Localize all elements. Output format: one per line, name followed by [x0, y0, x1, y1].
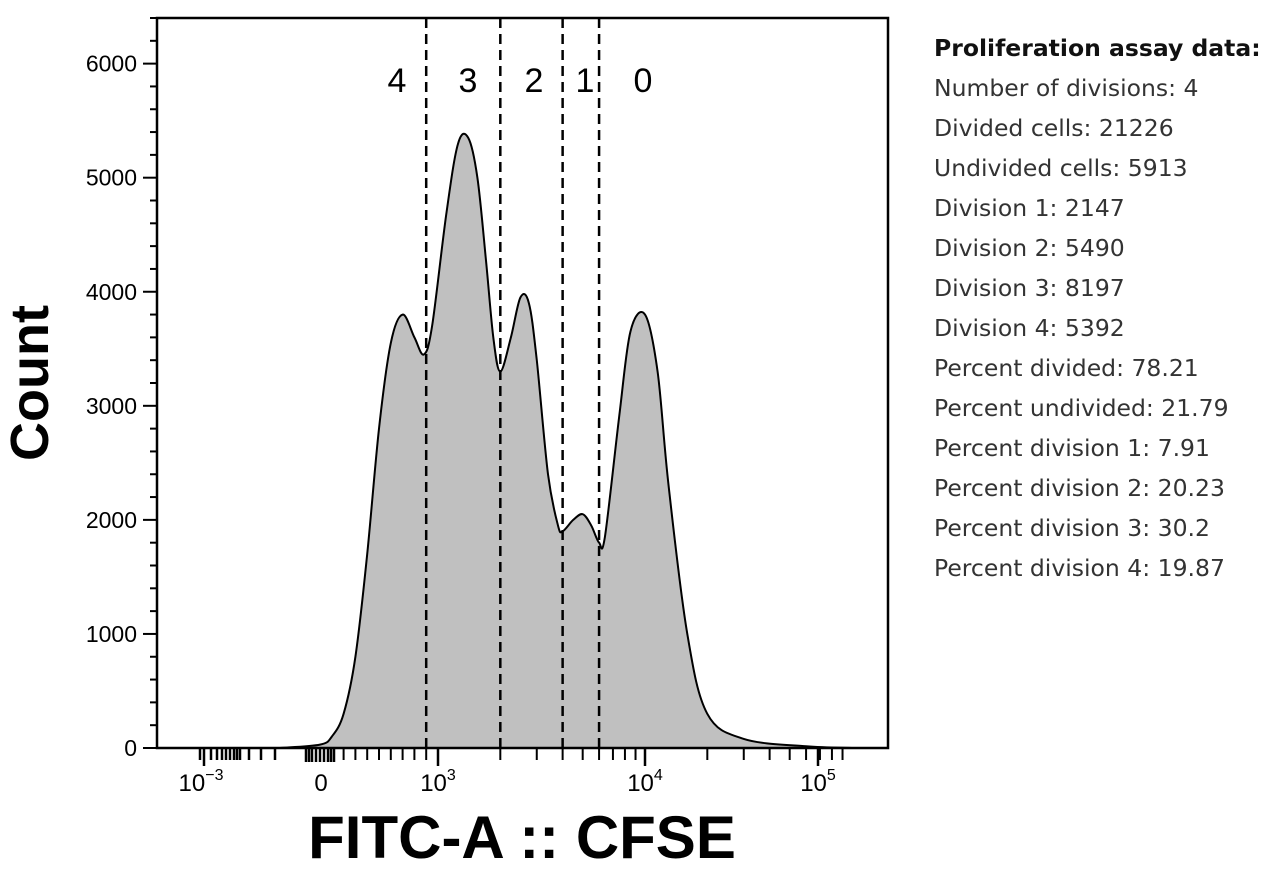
- y-tick-label: 5000: [86, 165, 137, 191]
- gate-label: 4: [388, 62, 407, 100]
- y-tick-label: 6000: [86, 51, 137, 77]
- histogram-area-layer: [279, 132, 853, 749]
- stats-list: Number of divisions: 4 Divided cells: 212…: [934, 68, 1264, 588]
- gate-label: 0: [634, 62, 653, 100]
- y-tick-label: 2000: [86, 507, 137, 533]
- gate-label: 1: [576, 62, 595, 100]
- x-tick-label: 10−3: [179, 767, 224, 797]
- stats-line: Percent division 1: 7.91: [934, 434, 1210, 462]
- gate-label: 2: [525, 62, 544, 100]
- x-tick-label: 104: [627, 767, 663, 797]
- histogram-outline: [279, 132, 853, 749]
- stats-line: Undivided cells: 5913: [934, 154, 1188, 182]
- y-tick-label: 0: [124, 735, 137, 761]
- stats-line: Division 2: 5490: [934, 234, 1125, 262]
- stats-line: Division 1: 2147: [934, 194, 1125, 222]
- y-tick-label: 4000: [86, 279, 137, 305]
- y-tick-label: 3000: [86, 393, 137, 419]
- stats-line: Percent divided: 78.21: [934, 354, 1199, 382]
- x-tick-label: 0: [314, 770, 327, 797]
- stats-line: Division 3: 8197: [934, 274, 1125, 302]
- stats-line: Division 4: 5392: [934, 314, 1125, 342]
- histogram-fill: [280, 133, 852, 748]
- gate-line-layer: [424, 18, 601, 748]
- x-axis: 10−3 0 103 104 105: [179, 748, 844, 797]
- proliferation-stats-panel: Proliferation assay data: Number of divi…: [934, 28, 1264, 588]
- y-axis: 0 1000 2000 3000 4000 5000 6000: [86, 17, 157, 761]
- stats-line: Percent division 3: 30.2: [934, 514, 1210, 542]
- stats-line: Divided cells: 21226: [934, 114, 1174, 142]
- stats-line: Number of divisions: 4: [934, 74, 1199, 102]
- stats-line: Percent division 2: 20.23: [934, 474, 1225, 502]
- stats-line: Percent division 4: 19.87: [934, 554, 1225, 582]
- y-axis-title: Count: [0, 305, 60, 461]
- gate-label: 3: [459, 62, 478, 100]
- x-tick-label: 103: [420, 767, 456, 797]
- x-tick-label: 105: [800, 767, 836, 797]
- x-axis-title: FITC-A :: CFSE: [308, 804, 736, 869]
- stats-line: Percent undivided: 21.79: [934, 394, 1229, 422]
- stats-title: Proliferation assay data:: [934, 34, 1261, 62]
- y-tick-label: 1000: [86, 621, 137, 647]
